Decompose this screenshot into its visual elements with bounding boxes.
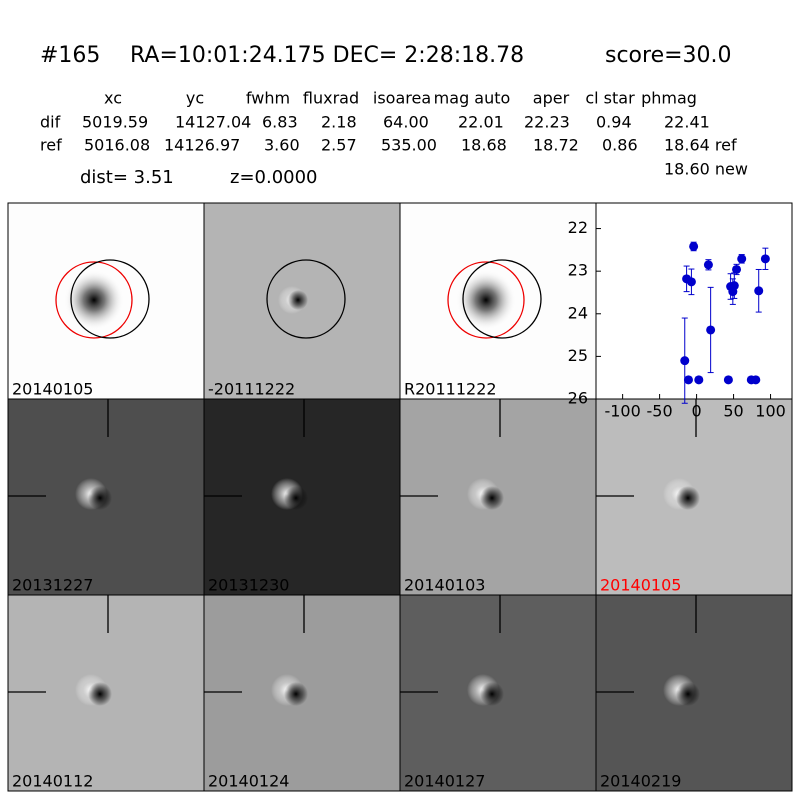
- cell: 64.00: [383, 113, 429, 132]
- point: [683, 375, 693, 385]
- panel-label: 20140127: [404, 772, 485, 791]
- cell: 5016.08: [84, 136, 150, 155]
- cell: 18.68: [461, 136, 507, 155]
- row-label: ref: [40, 136, 62, 155]
- panel-label: 20140124: [208, 772, 289, 791]
- point: [694, 375, 704, 385]
- cell: 14127.04: [175, 113, 251, 132]
- point: [729, 281, 739, 291]
- score: score=30.0: [605, 43, 732, 68]
- panel-label: 20140105: [600, 576, 681, 595]
- panel-label: 20140219: [600, 772, 681, 791]
- panel-label: 20131227: [12, 576, 93, 595]
- cell: 0.94: [596, 113, 632, 132]
- point: [706, 325, 716, 335]
- object-id: #165: [40, 43, 100, 68]
- source-dark: [480, 682, 504, 706]
- column-header: yc: [186, 89, 204, 108]
- plot-area: [595, 202, 793, 400]
- point: [689, 241, 699, 251]
- y-tick-label: 23: [568, 261, 588, 280]
- coords: RA=10:01:24.175 DEC= 2:28:18.78: [130, 43, 524, 68]
- point: [680, 356, 690, 366]
- ref-circle: [447, 261, 525, 339]
- point: [751, 375, 761, 385]
- source: [456, 270, 516, 330]
- panel-label: 20131230: [208, 576, 289, 595]
- cell: 0.86: [602, 136, 638, 155]
- source-dark: [88, 682, 112, 706]
- source-dark: [676, 486, 700, 510]
- panel-label: 20140103: [404, 576, 485, 595]
- source-dark: [284, 682, 308, 706]
- cell: 22.41: [664, 113, 710, 132]
- column-header: cl star: [585, 89, 635, 108]
- column-header: isoarea: [373, 89, 431, 108]
- point: [732, 264, 742, 274]
- cell: 14126.97: [164, 136, 240, 155]
- point: [754, 286, 764, 296]
- panel-label: 20140112: [12, 772, 93, 791]
- cell: 18.72: [533, 136, 579, 155]
- cell: 22.01: [458, 113, 504, 132]
- column-header: xc: [104, 89, 122, 108]
- source-dark: [288, 290, 308, 310]
- panel-label: 20140105: [12, 380, 93, 399]
- y-tick-label: 22: [568, 218, 588, 237]
- point: [686, 277, 696, 287]
- ref-circle: [55, 261, 133, 339]
- point: [703, 260, 713, 270]
- source-dark: [88, 486, 112, 510]
- cell: 535.00: [381, 136, 437, 155]
- cell: 2.57: [321, 136, 357, 155]
- phmag-new: 18.60 new: [664, 160, 748, 179]
- cell: 18.64 ref: [664, 136, 737, 155]
- new-circle: [266, 259, 346, 339]
- cell: 6.83: [262, 113, 298, 132]
- point: [760, 254, 770, 264]
- cell: 22.23: [524, 113, 570, 132]
- new-circle: [462, 259, 542, 339]
- column-header: mag auto: [434, 89, 511, 108]
- x-tick-label: -100: [604, 402, 640, 421]
- redshift: z=0.0000: [230, 167, 318, 188]
- panel-label: -20111222: [208, 380, 295, 399]
- panel-label: R20111222: [404, 380, 497, 399]
- column-header: aper: [533, 89, 570, 108]
- dist: dist= 3.51: [80, 167, 174, 188]
- x-tick-label: 50: [723, 402, 743, 421]
- source: [64, 270, 124, 330]
- source-dark: [284, 486, 308, 510]
- new-circle: [70, 259, 150, 339]
- source-dark: [676, 682, 700, 706]
- column-header: phmag: [641, 89, 697, 108]
- cell: 3.60: [264, 136, 300, 155]
- y-tick-label: 24: [568, 303, 588, 322]
- cell: 2.18: [321, 113, 357, 132]
- source-dark: [480, 486, 504, 510]
- row-label: dif: [40, 113, 61, 132]
- point: [737, 254, 747, 264]
- point: [723, 375, 733, 385]
- x-tick-label: 0: [691, 402, 701, 421]
- x-tick-label: -50: [647, 402, 673, 421]
- column-header: fwhm: [246, 89, 290, 108]
- y-tick-label: 25: [568, 346, 588, 365]
- cell: 5019.59: [82, 113, 148, 132]
- x-tick-label: 100: [755, 402, 786, 421]
- y-tick-label: 26: [568, 389, 588, 408]
- column-header: fluxrad: [303, 89, 359, 108]
